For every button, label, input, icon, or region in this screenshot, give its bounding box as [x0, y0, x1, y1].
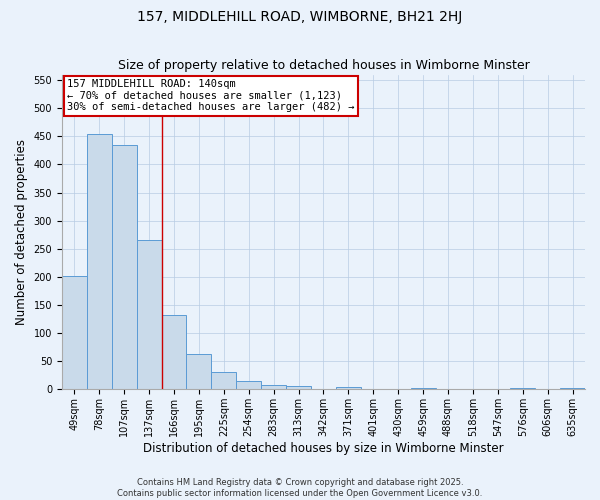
Bar: [236, 382, 261, 390]
Bar: [286, 386, 311, 390]
Title: Size of property relative to detached houses in Wimborne Minster: Size of property relative to detached ho…: [118, 59, 529, 72]
Bar: [311, 388, 336, 390]
Bar: [187, 354, 211, 390]
X-axis label: Distribution of detached houses by size in Wimborne Minster: Distribution of detached houses by size …: [143, 442, 504, 455]
Bar: [560, 388, 585, 390]
Y-axis label: Number of detached properties: Number of detached properties: [15, 139, 28, 325]
Bar: [137, 240, 161, 390]
Text: 157, MIDDLEHILL ROAD, WIMBORNE, BH21 2HJ: 157, MIDDLEHILL ROAD, WIMBORNE, BH21 2HJ: [137, 10, 463, 24]
Bar: [161, 315, 187, 390]
Bar: [510, 388, 535, 390]
Text: 157 MIDDLEHILL ROAD: 140sqm
← 70% of detached houses are smaller (1,123)
30% of : 157 MIDDLEHILL ROAD: 140sqm ← 70% of det…: [67, 80, 355, 112]
Bar: [211, 372, 236, 390]
Bar: [62, 276, 87, 390]
Bar: [112, 146, 137, 390]
Bar: [87, 134, 112, 390]
Text: Contains HM Land Registry data © Crown copyright and database right 2025.
Contai: Contains HM Land Registry data © Crown c…: [118, 478, 482, 498]
Bar: [261, 386, 286, 390]
Bar: [336, 387, 361, 390]
Bar: [361, 388, 386, 390]
Bar: [410, 388, 436, 390]
